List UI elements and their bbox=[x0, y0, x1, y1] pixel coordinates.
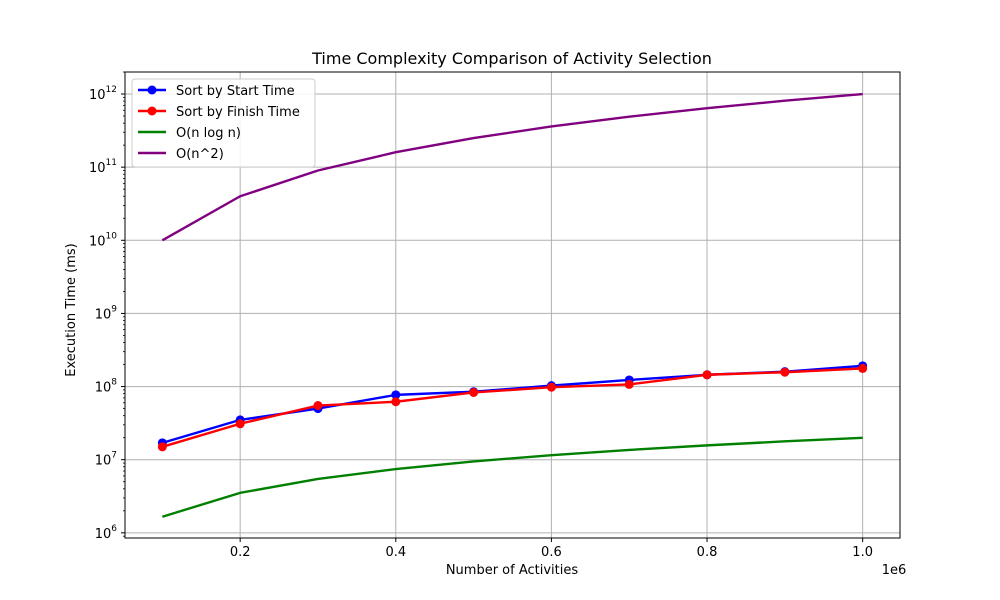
y-tick-exponent: 8 bbox=[111, 378, 117, 388]
legend-item: Sort by Start Time bbox=[138, 84, 295, 99]
series-layer bbox=[157, 92, 868, 518]
series-2 bbox=[161, 436, 863, 518]
y-tick-label: 106 bbox=[95, 524, 118, 542]
data-point bbox=[546, 382, 556, 392]
data-point bbox=[391, 397, 401, 407]
legend-box bbox=[131, 78, 316, 168]
data-point bbox=[313, 401, 323, 411]
x-axis-offset-label: 1e6 bbox=[882, 563, 907, 578]
y-tick-base: 10 bbox=[89, 234, 106, 249]
grid bbox=[125, 72, 900, 538]
plot-frame bbox=[124, 71, 901, 539]
legend-marker bbox=[147, 106, 157, 116]
legend-label: O(n log n) bbox=[176, 126, 241, 141]
y-tick-base: 10 bbox=[89, 161, 106, 176]
legend-item: Sort by Finish Time bbox=[138, 105, 300, 120]
y-tick-exponent: 12 bbox=[106, 85, 117, 95]
data-point bbox=[157, 442, 167, 452]
data-point bbox=[780, 367, 790, 377]
x-axis-label: Number of Activities bbox=[446, 563, 579, 578]
y-tick-exponent: 11 bbox=[106, 158, 117, 168]
legend-marker bbox=[147, 85, 157, 95]
chart-title: Time Complexity Comparison of Activity S… bbox=[311, 49, 712, 68]
series-3 bbox=[161, 92, 863, 242]
legend-label: Sort by Finish Time bbox=[176, 105, 300, 120]
legend-label: O(n^2) bbox=[176, 147, 224, 162]
series-line bbox=[161, 92, 863, 242]
series-line bbox=[161, 436, 863, 518]
legend-item: O(n^2) bbox=[138, 147, 224, 162]
y-tick-label: 108 bbox=[95, 378, 118, 396]
x-tick-label: 0.6 bbox=[541, 545, 562, 560]
y-tick-base: 10 bbox=[95, 527, 112, 542]
y-tick-exponent: 7 bbox=[111, 451, 117, 461]
y-tick-label: 107 bbox=[95, 451, 117, 469]
data-point bbox=[469, 387, 479, 397]
y-tick-exponent: 9 bbox=[111, 304, 117, 314]
y-tick-label: 1012 bbox=[89, 85, 117, 103]
data-point bbox=[624, 379, 634, 389]
legend-item: O(n log n) bbox=[138, 126, 241, 141]
y-tick-base: 10 bbox=[89, 88, 106, 103]
data-point bbox=[235, 419, 245, 429]
y-tick-exponent: 6 bbox=[111, 524, 117, 534]
y-axis-label: Execution Time (ms) bbox=[64, 243, 79, 376]
x-tick-label: 1.0 bbox=[852, 545, 873, 560]
x-tick-label: 0.8 bbox=[697, 545, 718, 560]
data-point bbox=[858, 363, 868, 373]
legend: Sort by Start Time Sort by Finish Time O(n… bbox=[131, 78, 316, 168]
y-tick-base: 10 bbox=[95, 381, 112, 396]
series-1 bbox=[157, 363, 868, 452]
x-tick-label: 0.4 bbox=[385, 545, 406, 560]
y-tick-exponent: 10 bbox=[106, 231, 118, 241]
series-line bbox=[162, 367, 863, 448]
y-tick-base: 10 bbox=[95, 454, 112, 469]
y-tick-base: 10 bbox=[95, 307, 112, 322]
data-point bbox=[391, 390, 401, 400]
data-point bbox=[702, 370, 712, 380]
legend-label: Sort by Start Time bbox=[176, 84, 295, 99]
y-tick-label: 1010 bbox=[89, 231, 117, 249]
y-tick-label: 109 bbox=[95, 304, 118, 322]
x-tick-label: 0.2 bbox=[230, 545, 251, 560]
y-tick-label: 1011 bbox=[89, 158, 117, 176]
